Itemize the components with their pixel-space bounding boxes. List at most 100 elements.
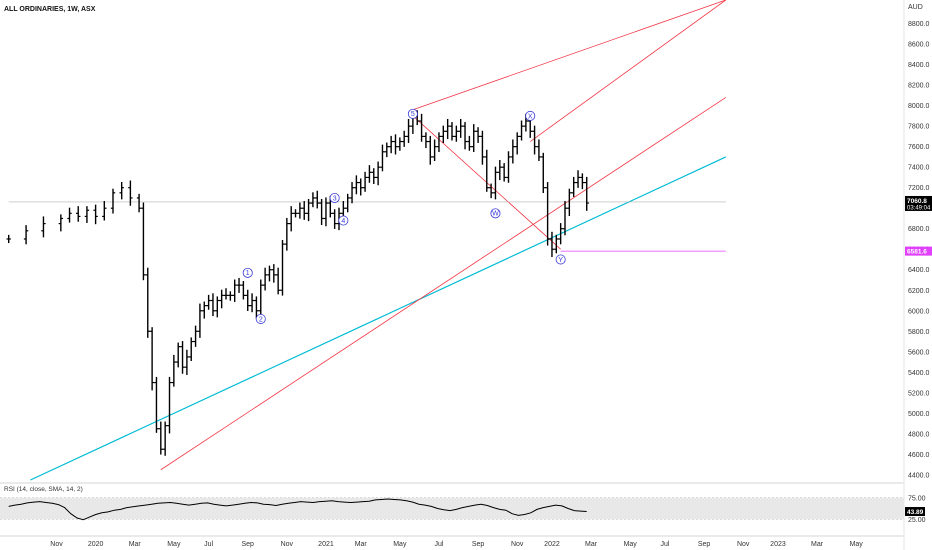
red-channel-mid-line (529, 0, 727, 142)
x-tick-label: Nov (737, 541, 750, 548)
price-bar (567, 188, 572, 216)
chart-title: ALL ORDINARIES, 1W, ASX (4, 6, 96, 13)
wave-label-w: W (492, 211, 499, 218)
wave-marker-w (490, 208, 501, 219)
price-bar (180, 341, 185, 374)
price-bar (397, 137, 403, 151)
x-tick-label: 2021 (318, 541, 334, 548)
price-bar (302, 201, 307, 220)
price-bar (458, 118, 463, 138)
price-bar (210, 293, 216, 317)
price-bar (319, 198, 324, 226)
price-bar (545, 182, 550, 246)
price-bar (262, 267, 268, 291)
y-tick-label: 4400.0 (908, 472, 930, 479)
x-tick-label: Nov (511, 541, 524, 548)
price-bar (171, 354, 177, 387)
y-tick-label: 4600.0 (908, 452, 930, 459)
y-tick-label: 6400.0 (908, 267, 930, 274)
price-bar (541, 152, 546, 194)
price-bar (275, 267, 281, 295)
price-bar (562, 201, 568, 236)
x-tick-label: Mar (585, 541, 598, 548)
y-tick-label: 7600.0 (908, 144, 930, 151)
wave-label-x: X (528, 113, 533, 120)
price-bar (380, 144, 385, 172)
y-tick-label: 8400.0 (908, 62, 930, 69)
price-bar (293, 209, 298, 218)
price-bar (445, 118, 450, 140)
price-bar (419, 113, 424, 142)
price-bar (315, 190, 320, 209)
red-channel-upper-line (412, 0, 726, 111)
price-bar (310, 192, 316, 208)
price-bar (449, 122, 455, 141)
price-bar (345, 193, 350, 213)
wave-marker-x (525, 110, 536, 121)
price-bar (432, 139, 437, 162)
price-bar (102, 201, 107, 221)
price-bar (580, 173, 585, 190)
x-tick-label: Sep (472, 541, 485, 548)
price-bar (532, 125, 537, 155)
red-channel-lower-line (160, 97, 727, 471)
price-bar (436, 132, 442, 152)
x-tick-label: Jul (660, 541, 669, 548)
y-tick-label: 8200.0 (908, 83, 930, 90)
wave-label-y: Y (558, 257, 563, 264)
price-bar (549, 231, 555, 258)
y-tick-label: 8800.0 (908, 21, 930, 28)
price-bar (501, 163, 507, 182)
price-bar (228, 291, 233, 301)
price-bar (514, 132, 520, 155)
price-bar (554, 234, 559, 254)
price-bar (349, 182, 355, 204)
y-tick-label: 5200.0 (908, 390, 930, 397)
price-bar (571, 176, 576, 197)
wave-label-1: 1 (246, 270, 250, 277)
price-bar (428, 135, 433, 165)
price-bar (258, 279, 263, 315)
x-tick-label: Nov (281, 541, 294, 548)
price-bar (384, 142, 390, 158)
price-bar (388, 135, 394, 154)
price-bar (58, 214, 64, 232)
price-bar (236, 277, 242, 293)
price-bar (584, 176, 589, 211)
price-bar (371, 168, 376, 184)
y-tick-label: 6000.0 (908, 308, 930, 315)
wave-marker-1 (242, 267, 253, 278)
price-bar (375, 161, 381, 186)
wave-label-4: 4 (341, 218, 345, 225)
price-bar (93, 204, 98, 225)
price-bar (232, 279, 237, 302)
y-tick-label: 5600.0 (908, 349, 930, 356)
price-bar (475, 127, 481, 143)
price-bar (406, 118, 411, 143)
price-bar (441, 125, 446, 143)
price-bar (175, 342, 181, 368)
rsi-band (0, 497, 904, 520)
price-bar (284, 217, 290, 251)
price-bar (162, 421, 168, 456)
price-bar (193, 325, 198, 347)
rsi-value-tag (905, 507, 925, 517)
price-bar (67, 207, 72, 223)
price-bar (215, 296, 220, 318)
y-tick-label: 7800.0 (908, 124, 930, 131)
y-tick-label: 4800.0 (908, 431, 930, 438)
y-tick-label: 7200.0 (908, 185, 930, 192)
price-bar (467, 135, 472, 151)
price-bar (536, 139, 542, 162)
price-bar (288, 206, 294, 232)
price-bar (241, 281, 246, 300)
price-bar (367, 165, 372, 183)
x-tick-label: Nov (50, 541, 63, 548)
price-bar (462, 122, 468, 150)
rsi-upper-label: 75.00 (908, 495, 926, 502)
x-tick-label: May (167, 541, 181, 548)
wave-marker-3 (329, 192, 340, 203)
price-bar (219, 289, 224, 309)
